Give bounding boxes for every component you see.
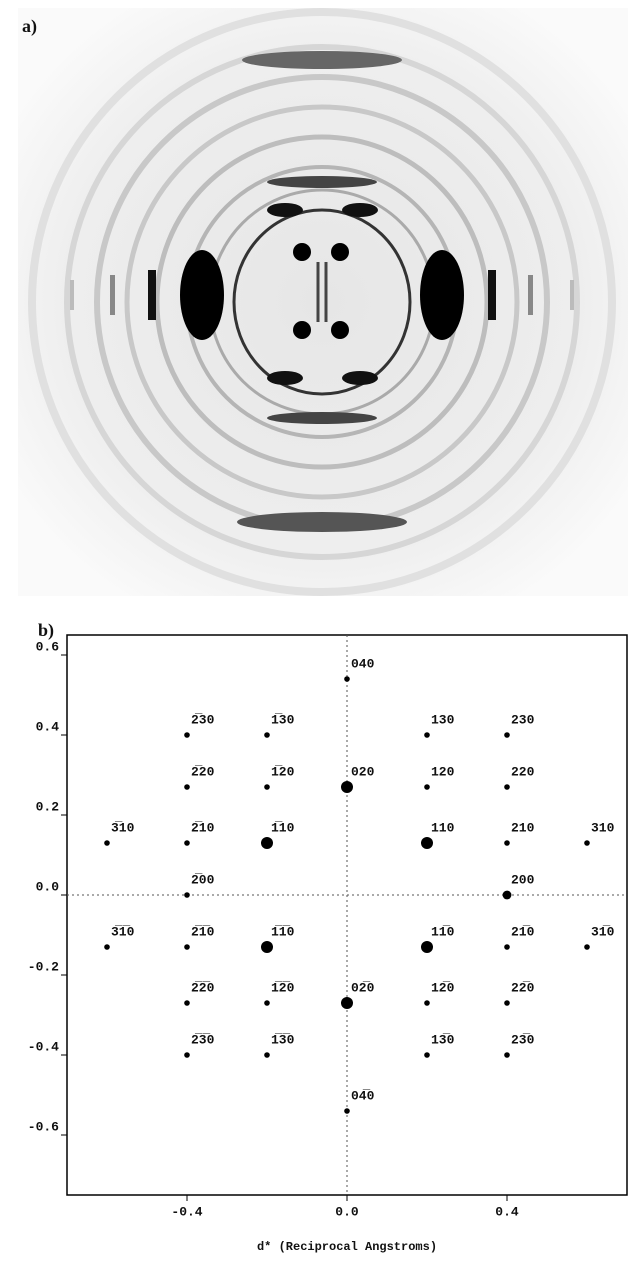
y-tick-label: 0.4 (36, 719, 60, 734)
reflection (344, 676, 350, 682)
reflection-label: 040 (351, 656, 375, 671)
reflection-label: 1̅20 (271, 764, 295, 779)
y-tick-label: 0.2 (36, 799, 60, 814)
reflection (504, 840, 510, 846)
reflection (264, 1052, 270, 1058)
reflection-label: 21̅0 (511, 924, 535, 939)
reflection (184, 1052, 190, 1058)
reflection (344, 1108, 350, 1114)
reflection (184, 732, 190, 738)
reflection-label: 220 (511, 764, 535, 779)
reflection (424, 732, 430, 738)
reflection (584, 944, 590, 950)
reflection (504, 944, 510, 950)
reflection-label: 2̅30 (191, 712, 215, 727)
reflection-label: 31̅0 (591, 924, 615, 939)
reflection-label: 1̅3̅0 (271, 1032, 295, 1047)
reflection-label: 2̅3̅0 (191, 1032, 215, 1047)
reflection (184, 840, 190, 846)
reflection-label: 130 (431, 712, 455, 727)
reflection-label: 2̅2̅0 (191, 980, 215, 995)
reflection (184, 944, 190, 950)
reflection-label: 2̅00 (191, 872, 215, 887)
reflection (104, 944, 110, 950)
reflection-label: 04̅0 (351, 1088, 375, 1103)
reflection-label: 13̅0 (431, 1032, 455, 1047)
reflection (424, 1000, 430, 1006)
reflection (341, 997, 353, 1009)
reflection-label: 020 (351, 764, 375, 779)
reflection (264, 784, 270, 790)
reflection (504, 784, 510, 790)
reflection-label: 3̅10 (111, 820, 135, 835)
reflection-label: 310 (591, 820, 615, 835)
reflection (421, 837, 433, 849)
y-tick-label: -0.2 (28, 959, 59, 974)
reflection (184, 784, 190, 790)
reflection (504, 732, 510, 738)
reflection (341, 781, 353, 793)
x-tick-label: -0.4 (171, 1204, 202, 1219)
reflection-label: 120 (431, 764, 455, 779)
reflection (424, 1052, 430, 1058)
reflection-label: 2̅20 (191, 764, 215, 779)
y-tick-label: -0.6 (28, 1119, 59, 1134)
x-axis-label: d* (Reciprocal Angstroms) (257, 1240, 437, 1254)
reflection-label: 23̅0 (511, 1032, 535, 1047)
reflection-label: 1̅2̅0 (271, 980, 295, 995)
reflection-label: 02̅0 (351, 980, 375, 995)
reflection-label: 11̅0 (431, 924, 455, 939)
reflection-label: 2̅1̅0 (191, 924, 215, 939)
reflection-label: 1̅30 (271, 712, 295, 727)
reflection (184, 892, 190, 898)
reflection-label: 1̅1̅0 (271, 924, 295, 939)
reflection-label: 210 (511, 820, 535, 835)
panel-label: a) (22, 16, 37, 37)
x-tick-label: 0.4 (495, 1204, 519, 1219)
reflection-label: 200 (511, 872, 535, 887)
y-tick-label: 0.6 (36, 639, 60, 654)
reflection (504, 1000, 510, 1006)
y-tick-label: -0.4 (28, 1039, 59, 1054)
reflection (261, 941, 273, 953)
reflection (264, 1000, 270, 1006)
reflection (421, 941, 433, 953)
reflection-label: 110 (431, 820, 455, 835)
reflection-label: 22̅0 (511, 980, 535, 995)
diffraction-image (18, 8, 628, 596)
x-tick-label: 0.0 (335, 1204, 359, 1219)
reflection (504, 1052, 510, 1058)
reflection (424, 784, 430, 790)
panel-label: b) (38, 620, 54, 641)
reflection-label: 12̅0 (431, 980, 455, 995)
reflection-label: 3̅1̅0 (111, 924, 135, 939)
y-tick-label: 0.0 (36, 879, 60, 894)
reflection-label: 230 (511, 712, 535, 727)
reflection (104, 840, 110, 846)
reflection-label: 1̅10 (271, 820, 295, 835)
reflection (261, 837, 273, 849)
reflection (584, 840, 590, 846)
reflection-label: 2̅10 (191, 820, 215, 835)
reflection (184, 1000, 190, 1006)
reflection (502, 890, 512, 900)
reflection (264, 732, 270, 738)
